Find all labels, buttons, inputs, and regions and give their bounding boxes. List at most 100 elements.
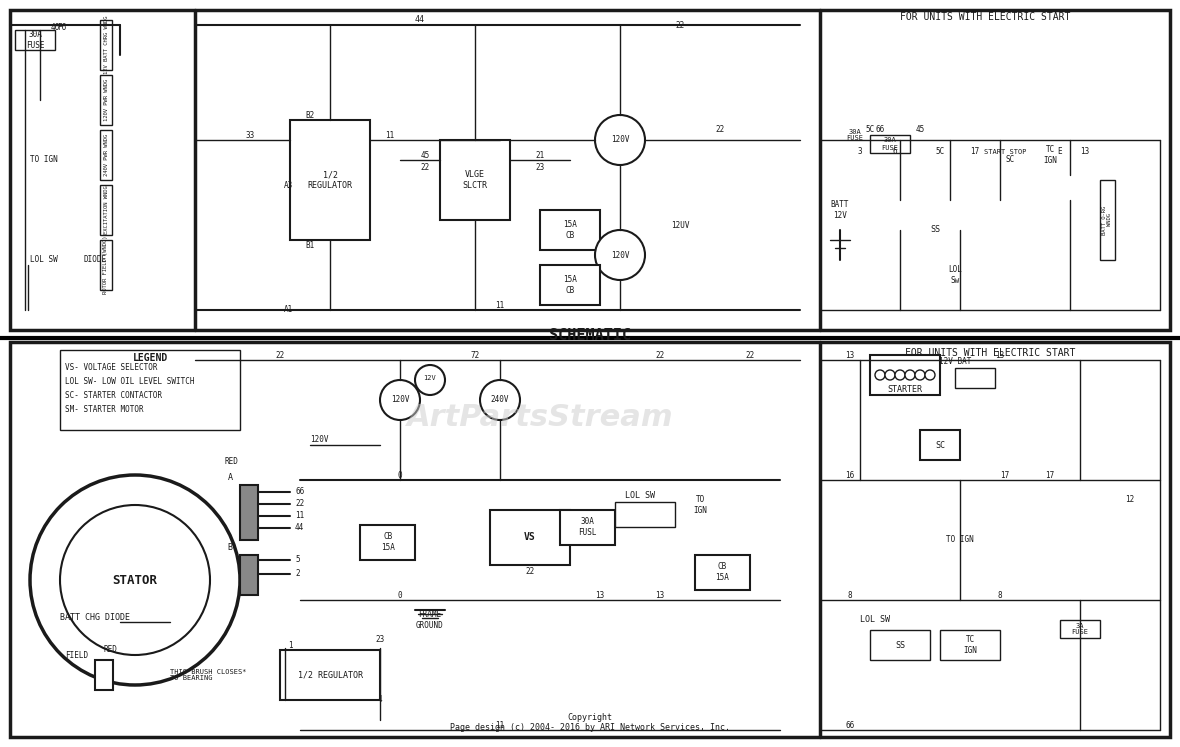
Bar — [870, 630, 930, 660]
Text: RED: RED — [103, 645, 117, 654]
Circle shape — [30, 475, 240, 685]
Text: 66: 66 — [876, 125, 885, 134]
Bar — [290, 120, 371, 240]
Circle shape — [595, 230, 645, 280]
Text: 46: 46 — [51, 23, 60, 33]
Bar — [100, 240, 112, 290]
Text: LOL SW: LOL SW — [860, 616, 890, 624]
Text: BATT
12V: BATT 12V — [831, 200, 850, 220]
Text: 22: 22 — [295, 500, 304, 509]
Text: 3A
FUSE: 3A FUSE — [1071, 622, 1088, 636]
Text: LEGEND: LEGEND — [132, 353, 168, 363]
Text: 22: 22 — [746, 350, 755, 359]
Text: VS: VS — [524, 532, 536, 542]
Text: 11: 11 — [295, 512, 304, 521]
Text: 2: 2 — [295, 569, 300, 578]
Bar — [695, 555, 750, 590]
Text: 22: 22 — [675, 20, 684, 29]
Text: TC
IGN: TC IGN — [963, 635, 977, 654]
Text: SS: SS — [894, 640, 905, 649]
Text: SC: SC — [1005, 155, 1015, 164]
Text: RED: RED — [224, 457, 238, 466]
Text: 1/2
REGULATOR: 1/2 REGULATOR — [308, 170, 353, 190]
Bar — [60, 350, 240, 430]
Bar — [560, 510, 615, 545]
Text: 11: 11 — [496, 722, 505, 731]
Text: LOL SW- LOW OIL LEVEL SWITCH: LOL SW- LOW OIL LEVEL SWITCH — [65, 377, 195, 386]
Text: LOL
Sw: LOL Sw — [948, 265, 962, 285]
Text: 22: 22 — [420, 164, 430, 173]
Text: Page design (c) 2004- 2016 by ARI Network Services, Inc.: Page design (c) 2004- 2016 by ARI Networ… — [450, 722, 730, 731]
Text: 17: 17 — [1045, 471, 1055, 480]
Circle shape — [415, 365, 445, 395]
Text: 12V BATT CHRG WNDG: 12V BATT CHRG WNDG — [104, 16, 109, 74]
Text: 13: 13 — [596, 590, 604, 600]
Text: 240V: 240V — [491, 395, 510, 404]
Text: 8: 8 — [847, 590, 852, 600]
Text: THIS BRUSH CLOSES*
TO BEARING: THIS BRUSH CLOSES* TO BEARING — [170, 669, 247, 681]
Text: EXCITATION WNDG: EXCITATION WNDG — [104, 185, 109, 235]
Text: 8: 8 — [997, 590, 1002, 600]
Text: 22: 22 — [715, 125, 725, 134]
Bar — [870, 355, 940, 395]
Text: 13: 13 — [996, 350, 1004, 359]
Text: 11: 11 — [386, 131, 394, 140]
Text: TO
IGN: TO IGN — [693, 495, 707, 515]
Text: 1: 1 — [288, 640, 293, 649]
Circle shape — [595, 115, 645, 165]
Text: 120V: 120V — [611, 250, 629, 259]
Text: 33: 33 — [245, 131, 255, 140]
Text: 23: 23 — [536, 164, 545, 173]
Text: 15A
CB: 15A CB — [563, 276, 577, 295]
Bar — [440, 140, 510, 220]
Text: 240V PWR WNDG: 240V PWR WNDG — [104, 134, 109, 176]
Bar — [490, 510, 570, 565]
Bar — [540, 210, 599, 250]
Text: SC- STARTER CONTACTOR: SC- STARTER CONTACTOR — [65, 391, 162, 400]
Bar — [870, 135, 910, 153]
Text: TC
IGN: TC IGN — [1043, 146, 1057, 164]
Text: 6: 6 — [893, 147, 897, 157]
Circle shape — [894, 370, 905, 380]
Text: FRAME
GROUND: FRAME GROUND — [417, 610, 444, 630]
Text: A: A — [228, 473, 232, 482]
Text: SCHEMATIC: SCHEMATIC — [549, 327, 631, 343]
Text: FIELD: FIELD — [65, 651, 88, 660]
Circle shape — [480, 380, 520, 420]
Bar — [100, 75, 112, 125]
Bar — [240, 555, 258, 595]
Text: SM- STARTER MOTOR: SM- STARTER MOTOR — [65, 406, 144, 415]
Text: 30A
FUSE: 30A FUSE — [26, 31, 45, 50]
Text: LOL SW: LOL SW — [625, 491, 655, 500]
Text: 17: 17 — [970, 147, 979, 157]
Text: 12V: 12V — [424, 375, 437, 381]
Text: 21: 21 — [536, 150, 545, 160]
Bar — [940, 630, 999, 660]
Text: F6: F6 — [58, 23, 66, 33]
Text: 45: 45 — [420, 150, 430, 160]
Text: 30A
FUSE: 30A FUSE — [881, 137, 898, 150]
Bar — [96, 660, 113, 690]
Bar — [100, 20, 112, 70]
Text: CB
15A: CB 15A — [715, 562, 729, 582]
Text: 72: 72 — [471, 350, 479, 359]
Text: STARTER: STARTER — [887, 385, 923, 394]
Text: 1/2 REGULATOR: 1/2 REGULATOR — [297, 671, 362, 680]
Text: CB
15A: CB 15A — [381, 533, 395, 552]
Text: 5: 5 — [295, 556, 300, 565]
Text: FOR UNITS WITH ELECTRIC START: FOR UNITS WITH ELECTRIC START — [905, 348, 1075, 358]
Circle shape — [914, 370, 925, 380]
Text: B2: B2 — [306, 111, 315, 120]
Circle shape — [885, 370, 894, 380]
Text: 13: 13 — [1081, 147, 1089, 157]
Circle shape — [60, 505, 210, 655]
Bar — [540, 265, 599, 305]
Bar — [100, 130, 112, 180]
Text: STATOR: STATOR — [112, 574, 157, 586]
Text: 4: 4 — [378, 695, 382, 704]
Text: 13: 13 — [845, 350, 854, 359]
Text: SS: SS — [930, 226, 940, 235]
Text: ArtPartsStream: ArtPartsStream — [407, 403, 674, 433]
Text: TO IGN: TO IGN — [946, 536, 973, 545]
Text: 5C: 5C — [865, 125, 874, 134]
